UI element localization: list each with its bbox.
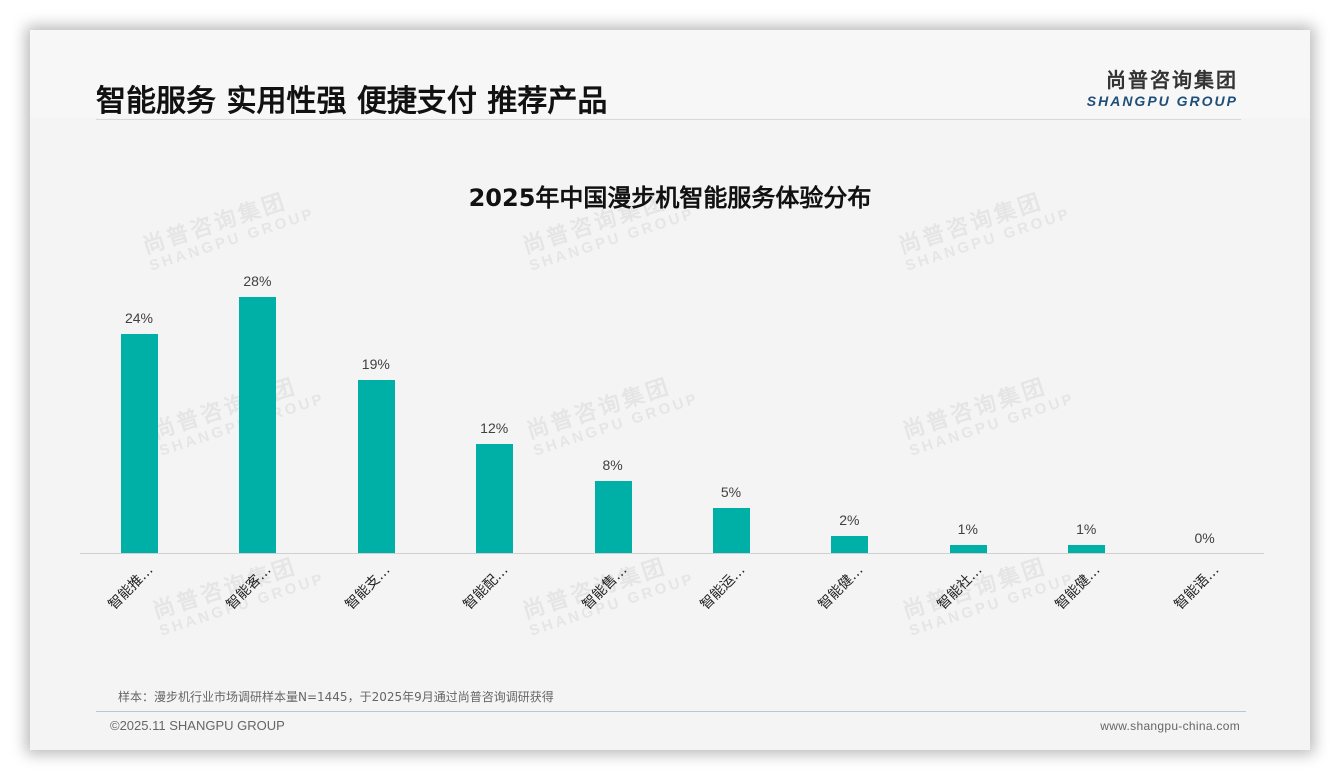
bar bbox=[1068, 544, 1106, 554]
x-axis-label: 智能健… bbox=[1052, 562, 1104, 614]
footer-divider bbox=[96, 711, 1246, 712]
bar-group: 1% bbox=[909, 230, 1027, 554]
x-axis-label: 智能健… bbox=[815, 562, 867, 614]
page-title: 智能服务 实用性强 便捷支付 推荐产品 bbox=[96, 84, 608, 119]
bar bbox=[831, 535, 869, 554]
x-axis-label: 智能配… bbox=[460, 562, 512, 614]
bar-group: 24% bbox=[80, 230, 198, 554]
logo-cn-text: 尚普咨询集团 bbox=[1106, 68, 1238, 92]
bar-value-label: 24% bbox=[124, 309, 154, 326]
bar bbox=[949, 544, 987, 554]
company-logo: 尚普咨询集团 SHANGPU GROUP bbox=[1087, 64, 1238, 109]
x-axis-label: 智能售… bbox=[579, 562, 631, 614]
bar-value-label: 19% bbox=[361, 355, 390, 372]
bar-value-label: 2% bbox=[839, 511, 860, 528]
bar-group: 0% bbox=[1146, 230, 1264, 554]
sample-note: 样本：漫步机行业市场调研样本量N=1445，于2025年9月通过尚普咨询调研获得 bbox=[118, 690, 554, 704]
bar bbox=[594, 480, 632, 554]
bar-group: 12% bbox=[435, 230, 553, 554]
x-axis-label: 智能支… bbox=[342, 562, 394, 614]
bar-chart-plot: 24% 28% 19% 12% 8% 5% 2% 1% 1% 0% bbox=[80, 230, 1264, 554]
bar-group: 2% bbox=[790, 230, 908, 554]
bar bbox=[357, 379, 395, 554]
website-link[interactable]: www.shangpu-china.com bbox=[1100, 719, 1240, 733]
bar bbox=[476, 443, 514, 554]
slide: 智能服务 实用性强 便捷支付 推荐产品 尚普咨询集团 SHANGPU GROUP… bbox=[30, 30, 1310, 750]
copyright-text: ©2025.11 SHANGPU GROUP bbox=[110, 718, 285, 733]
bar-group: 1% bbox=[1027, 230, 1145, 554]
bar bbox=[239, 296, 277, 554]
logo-en-text: SHANGPU GROUP bbox=[1086, 93, 1238, 109]
title-divider bbox=[96, 119, 1241, 120]
bar-group: 28% bbox=[198, 230, 316, 554]
bar bbox=[713, 508, 750, 554]
x-axis-line bbox=[80, 553, 1264, 554]
bar-value-label: 1% bbox=[957, 520, 978, 537]
bar-value-label: 8% bbox=[602, 456, 623, 473]
chart-title: 2025年中国漫步机智能服务体验分布 bbox=[468, 184, 872, 212]
x-axis-label: 智能客… bbox=[223, 562, 275, 614]
x-axis-label: 智能社… bbox=[934, 562, 986, 614]
bar-value-label: 12% bbox=[480, 419, 509, 436]
watermark-cn: 尚普咨询集团 bbox=[899, 554, 1051, 625]
x-axis-label: 智能语… bbox=[1171, 562, 1223, 614]
header-band bbox=[30, 30, 1310, 118]
watermark: 尚普咨询集团 SHANGPU GROUP bbox=[898, 541, 1077, 639]
bar-value-label: 1% bbox=[1076, 520, 1097, 537]
bar-group: 8% bbox=[554, 230, 672, 554]
x-axis-label: 智能运… bbox=[697, 562, 749, 614]
bar-value-label: 28% bbox=[243, 272, 272, 289]
bar-group: 19% bbox=[317, 230, 435, 554]
watermark-en: SHANGPU GROUP bbox=[907, 570, 1078, 640]
bar-value-label: 5% bbox=[720, 484, 742, 501]
x-axis-label: 智能推… bbox=[105, 562, 157, 614]
bar-value-label: 0% bbox=[1194, 530, 1215, 546]
bar bbox=[121, 333, 158, 554]
bar-group: 5% bbox=[672, 230, 790, 554]
